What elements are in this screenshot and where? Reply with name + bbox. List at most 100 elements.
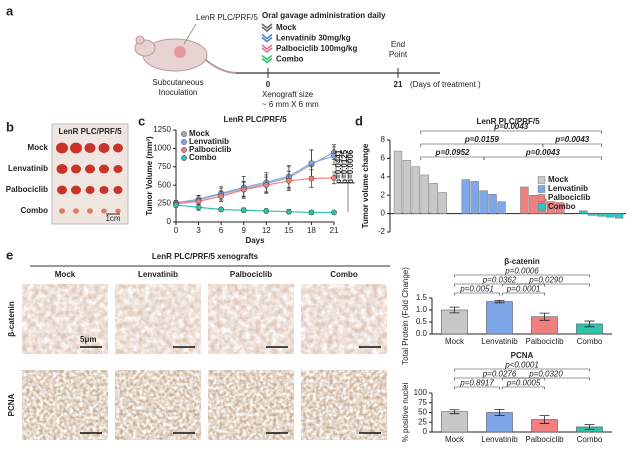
p-value: p=0.0043	[493, 122, 529, 131]
bracket	[454, 377, 545, 381]
point	[308, 160, 315, 166]
y-tick-label: 0	[423, 427, 428, 436]
tumor	[84, 143, 96, 153]
ihc-title: LenR PLC/PRF/5 xenografts	[152, 252, 259, 261]
bar	[411, 166, 421, 214]
y-tick-label: -2	[378, 227, 386, 236]
p-value: p=0.0362	[482, 276, 517, 285]
tumor	[71, 164, 81, 174]
legend-label: Mock	[548, 175, 569, 184]
point	[331, 209, 337, 216]
x-tick-label: Lenvatinib	[481, 337, 518, 346]
p-value: p=0.0043	[554, 135, 590, 144]
p-value: p=0.0952	[434, 148, 470, 157]
p-value: p=0.0006	[504, 267, 539, 276]
x-tick-label: 18	[307, 226, 316, 235]
y-tick-label: 1250	[153, 125, 171, 134]
cell-line: LenR PLC/PRF/5	[196, 13, 258, 22]
tumor	[56, 164, 68, 174]
panel-label: d	[355, 113, 363, 128]
y-tick-label: 750	[158, 162, 172, 171]
bar	[420, 174, 430, 214]
series-line	[175, 177, 335, 205]
p-value: p=0.0159	[464, 135, 500, 144]
bracket	[542, 143, 602, 147]
scale-label: 5μm	[80, 335, 96, 344]
regimen: Oral gavage administration daily	[262, 11, 386, 20]
inoculation: Subcutaneous	[152, 78, 203, 87]
bracket	[420, 130, 602, 134]
bar	[605, 213, 615, 218]
bar	[441, 309, 468, 335]
bar	[587, 213, 597, 216]
legend-label: Combo	[548, 202, 576, 211]
point	[195, 198, 202, 205]
bar	[556, 202, 565, 214]
scale-label: 1cm	[105, 214, 120, 223]
tumor	[71, 185, 81, 195]
column-label: Combo	[330, 270, 358, 279]
tumor	[99, 185, 109, 195]
point	[308, 175, 315, 182]
y-tick-label: 1.5	[416, 293, 428, 302]
y-axis-label: % positive nuclei	[401, 382, 410, 442]
error-bar	[494, 408, 505, 417]
ihc-images	[22, 284, 387, 440]
y-tick-label: 6	[381, 154, 386, 163]
point	[263, 208, 270, 214]
tumor	[113, 185, 123, 195]
bracket	[420, 156, 485, 160]
point	[218, 206, 224, 213]
bracket	[454, 386, 500, 390]
legend-swatch	[537, 185, 546, 193]
p-value: p=0.0005	[506, 379, 541, 388]
tumor	[85, 185, 95, 195]
arm-chevron	[261, 54, 273, 64]
error-bar	[539, 312, 550, 321]
column-label: Mock	[55, 270, 76, 279]
p-value: p=0.0051	[459, 285, 494, 294]
y-tick-label: 100	[414, 388, 428, 397]
p-value: p=0.0006	[346, 149, 355, 184]
end-point: Point	[389, 50, 408, 59]
tumor	[70, 142, 82, 154]
x-axis-label: Days	[245, 236, 265, 245]
bracket	[454, 292, 500, 296]
point	[331, 152, 337, 159]
point	[286, 177, 292, 184]
error-bar	[584, 424, 595, 430]
point	[195, 204, 202, 211]
y-tick-label: 1000	[153, 144, 171, 153]
x-tick-label: 0	[174, 226, 179, 235]
photo-title: LenR PLC/PRF/5	[58, 127, 122, 136]
bracket	[502, 377, 590, 381]
point	[173, 202, 179, 208]
x-tick-label: Lenvatinib	[481, 435, 518, 444]
x-tick-label: 6	[219, 226, 224, 235]
p-value: p=0.0001	[506, 285, 541, 294]
tumor	[99, 164, 109, 174]
point	[286, 208, 292, 215]
error-bar	[494, 300, 505, 304]
x-tick-label: Mock	[445, 435, 465, 444]
y-tick-label: 0	[167, 217, 172, 226]
bar	[497, 201, 506, 214]
row-label: Mock	[28, 143, 49, 152]
legend-swatch	[537, 176, 546, 184]
chart-title: β-catenin	[504, 257, 540, 266]
tumor	[87, 208, 93, 214]
bar	[529, 194, 538, 214]
arm-label: Mock	[276, 23, 297, 32]
tumor	[56, 142, 68, 154]
tumor	[59, 208, 65, 214]
legend-marker	[181, 155, 187, 161]
bar	[614, 213, 624, 219]
y-tick-label: 75	[418, 398, 427, 407]
bracket	[420, 143, 544, 147]
tumor	[101, 208, 107, 214]
y-tick-label: 500	[158, 180, 172, 189]
arm-label: Combo	[276, 55, 304, 64]
bar	[441, 411, 468, 433]
row-label: Palbociclib	[6, 185, 48, 194]
